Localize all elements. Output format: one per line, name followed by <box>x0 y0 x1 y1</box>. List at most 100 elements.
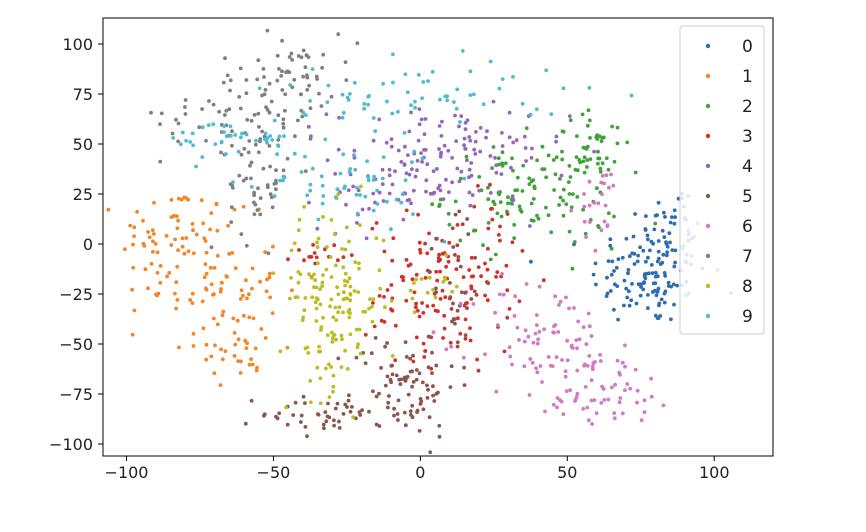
cluster-8-points <box>271 184 459 420</box>
point-digit-5 <box>426 365 431 370</box>
point-digit-9 <box>333 195 338 200</box>
point-digit-3 <box>483 261 487 266</box>
point-digit-7 <box>264 105 268 109</box>
point-digit-2 <box>599 139 604 144</box>
point-digit-9 <box>534 107 539 112</box>
point-digit-7 <box>211 102 216 107</box>
point-digit-0 <box>669 317 673 322</box>
point-digit-1 <box>149 262 154 266</box>
point-digit-3 <box>420 301 424 305</box>
point-digit-6 <box>569 344 574 349</box>
point-digit-6 <box>623 364 627 369</box>
point-digit-8 <box>315 245 320 250</box>
point-digit-0 <box>646 306 650 310</box>
point-digit-4 <box>407 129 412 134</box>
point-digit-4 <box>407 197 412 202</box>
point-digit-8 <box>298 272 303 277</box>
point-digit-0 <box>616 317 620 322</box>
point-digit-6 <box>639 418 644 423</box>
point-digit-5 <box>435 236 439 241</box>
point-digit-4 <box>510 196 515 200</box>
point-digit-3 <box>417 240 422 245</box>
point-digit-7 <box>277 67 281 71</box>
point-digit-8 <box>339 333 344 338</box>
point-digit-1 <box>194 232 199 237</box>
point-digit-0 <box>660 228 665 233</box>
point-digit-9 <box>396 109 400 114</box>
point-digit-5 <box>410 415 415 420</box>
point-digit-1 <box>204 357 209 362</box>
point-digit-5 <box>285 422 290 427</box>
point-digit-8 <box>303 346 308 351</box>
point-digit-9 <box>367 94 371 98</box>
point-digit-2 <box>606 167 611 172</box>
point-digit-1 <box>179 197 184 202</box>
point-digit-9 <box>391 52 395 57</box>
point-digit-4 <box>307 200 311 205</box>
point-digit-1 <box>253 346 258 351</box>
point-digit-5 <box>392 413 396 418</box>
point-digit-6 <box>528 357 533 361</box>
point-digit-4 <box>559 173 564 178</box>
point-digit-0 <box>656 239 661 243</box>
point-digit-6 <box>593 360 597 364</box>
point-digit-3 <box>371 301 375 305</box>
point-digit-9 <box>308 188 313 193</box>
point-digit-3 <box>307 255 312 259</box>
point-digit-1 <box>130 332 135 337</box>
point-digit-4 <box>437 147 441 151</box>
point-digit-3 <box>437 252 441 257</box>
point-digit-8 <box>367 306 371 311</box>
point-digit-9 <box>347 170 352 174</box>
point-digit-5 <box>398 382 403 386</box>
point-digit-2 <box>585 165 589 169</box>
point-digit-2 <box>529 201 534 206</box>
point-digit-5 <box>293 400 298 405</box>
point-digit-5 <box>323 410 328 414</box>
point-digit-7 <box>303 65 308 70</box>
point-digit-4 <box>467 167 472 172</box>
point-digit-7 <box>336 32 341 37</box>
point-digit-3 <box>336 258 340 263</box>
point-digit-8 <box>442 275 447 280</box>
point-digit-1 <box>285 345 290 350</box>
point-digit-4 <box>507 135 512 140</box>
point-digit-1 <box>186 249 191 254</box>
point-digit-2 <box>582 155 587 160</box>
point-digit-0 <box>605 291 610 296</box>
point-digit-1 <box>250 362 255 367</box>
point-digit-3 <box>349 253 354 257</box>
point-digit-9 <box>229 133 233 138</box>
legend-marker-2 <box>705 103 711 109</box>
point-digit-4 <box>478 149 483 154</box>
point-digit-2 <box>511 168 515 173</box>
point-digit-5 <box>414 368 419 372</box>
point-digit-4 <box>380 167 385 172</box>
point-digit-5 <box>374 422 379 427</box>
point-digit-7 <box>268 164 272 169</box>
point-digit-3 <box>455 344 460 349</box>
point-digit-9 <box>561 86 566 91</box>
point-digit-7 <box>183 112 188 116</box>
point-digit-6 <box>565 358 570 363</box>
point-digit-2 <box>568 175 573 179</box>
point-digit-7 <box>229 220 234 225</box>
point-digit-8 <box>312 272 316 277</box>
point-digit-3 <box>410 277 415 282</box>
point-digit-6 <box>635 388 640 393</box>
x-tick-label: −50 <box>257 463 291 482</box>
point-digit-3 <box>460 222 465 227</box>
point-digit-1 <box>208 265 213 270</box>
point-digit-1 <box>238 297 243 301</box>
point-digit-1 <box>175 264 180 269</box>
point-digit-4 <box>459 169 464 174</box>
point-digit-1 <box>212 266 217 270</box>
point-digit-1 <box>214 202 219 207</box>
x-tick-label: 100 <box>699 463 730 482</box>
point-digit-8 <box>329 218 334 222</box>
point-digit-0 <box>651 241 655 246</box>
point-digit-9 <box>231 180 235 185</box>
point-digit-5 <box>459 290 464 295</box>
point-digit-3 <box>416 212 420 217</box>
